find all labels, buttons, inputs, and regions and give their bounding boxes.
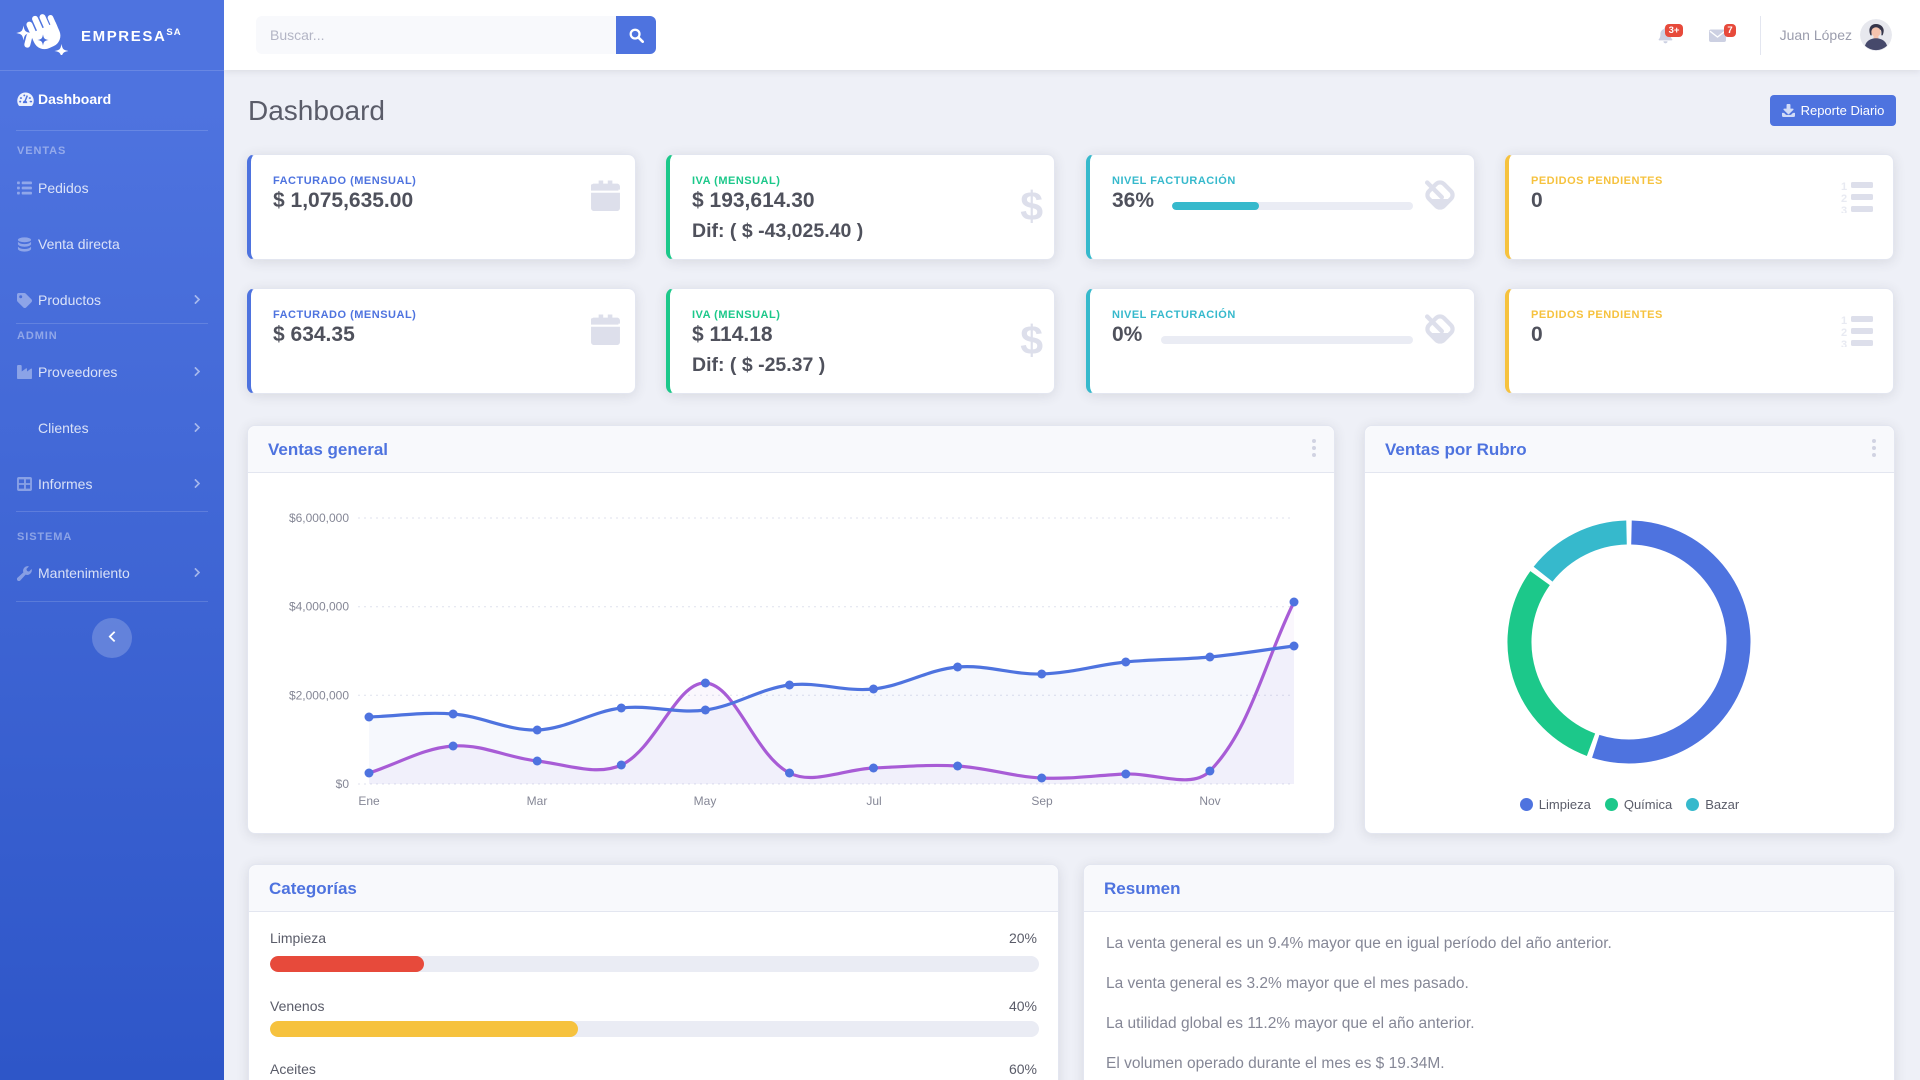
svg-text:$2,000,000: $2,000,000 [289,688,349,702]
svg-text:$0: $0 [336,777,350,791]
svg-text:Jul: Jul [866,794,881,808]
svg-text:$6,000,000: $6,000,000 [289,511,349,525]
svg-text:Mar: Mar [527,794,548,808]
svg-text:Nov: Nov [1199,794,1220,808]
svg-text:$4,000,000: $4,000,000 [289,600,349,614]
svg-text:Sep: Sep [1031,794,1053,808]
svg-text:May: May [694,794,717,808]
svg-text:Ene: Ene [358,794,380,808]
